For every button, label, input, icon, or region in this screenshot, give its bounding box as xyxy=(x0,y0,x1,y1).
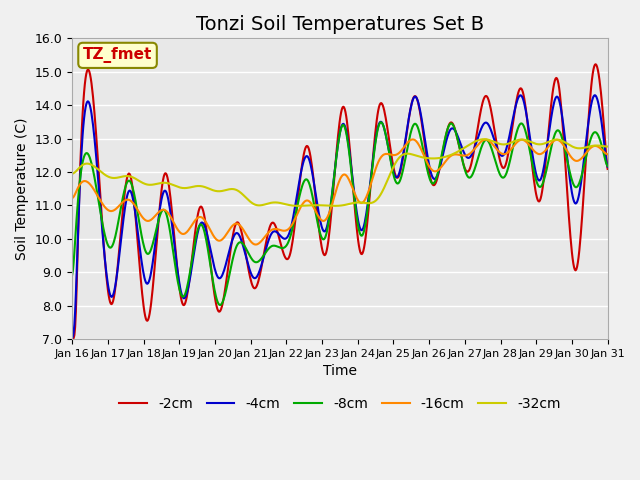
Legend: -2cm, -4cm, -8cm, -16cm, -32cm: -2cm, -4cm, -8cm, -16cm, -32cm xyxy=(113,391,566,416)
-4cm xyxy=(591,92,599,98)
-4cm xyxy=(420,133,428,139)
Line: -4cm: -4cm xyxy=(72,95,607,338)
-16cm xyxy=(188,223,195,229)
-16cm xyxy=(422,157,429,163)
-4cm xyxy=(604,164,611,169)
Line: -16cm: -16cm xyxy=(72,139,607,244)
-32cm xyxy=(78,163,86,168)
-16cm xyxy=(216,238,223,243)
-32cm xyxy=(216,188,223,194)
-8cm xyxy=(216,302,223,308)
-32cm xyxy=(133,177,141,182)
-4cm xyxy=(68,335,76,341)
-32cm xyxy=(421,155,429,161)
-2cm xyxy=(420,139,428,144)
-2cm xyxy=(216,309,223,314)
-32cm xyxy=(480,136,488,142)
-16cm xyxy=(68,195,76,201)
-16cm xyxy=(133,206,141,212)
-2cm xyxy=(604,166,611,172)
-16cm xyxy=(409,136,417,142)
-8cm xyxy=(78,164,86,169)
-8cm xyxy=(133,206,141,212)
-32cm xyxy=(406,151,413,156)
-2cm xyxy=(592,61,600,67)
-8cm xyxy=(422,161,429,167)
-8cm xyxy=(406,132,414,137)
-32cm xyxy=(188,184,195,190)
Text: TZ_fmet: TZ_fmet xyxy=(83,48,152,63)
-16cm xyxy=(604,151,611,157)
Title: Tonzi Soil Temperatures Set B: Tonzi Soil Temperatures Set B xyxy=(196,15,484,34)
-8cm xyxy=(378,120,385,125)
-8cm xyxy=(68,272,76,278)
-16cm xyxy=(406,138,413,144)
-32cm xyxy=(294,203,302,209)
-4cm xyxy=(78,144,86,149)
-32cm xyxy=(604,144,611,149)
X-axis label: Time: Time xyxy=(323,364,357,378)
Y-axis label: Soil Temperature (C): Soil Temperature (C) xyxy=(15,118,29,260)
-8cm xyxy=(188,261,195,267)
-4cm xyxy=(216,276,223,281)
-8cm xyxy=(216,302,224,308)
-2cm xyxy=(188,262,195,267)
-2cm xyxy=(405,116,413,122)
-4cm xyxy=(405,116,413,121)
-4cm xyxy=(133,223,141,228)
Line: -8cm: -8cm xyxy=(72,122,607,305)
Line: -2cm: -2cm xyxy=(72,64,607,339)
-2cm xyxy=(133,230,141,236)
-16cm xyxy=(252,241,259,247)
Line: -32cm: -32cm xyxy=(72,139,607,206)
-8cm xyxy=(604,163,611,169)
-2cm xyxy=(68,336,76,342)
-16cm xyxy=(78,180,86,185)
-4cm xyxy=(188,267,195,273)
-32cm xyxy=(68,171,76,177)
-2cm xyxy=(78,126,86,132)
